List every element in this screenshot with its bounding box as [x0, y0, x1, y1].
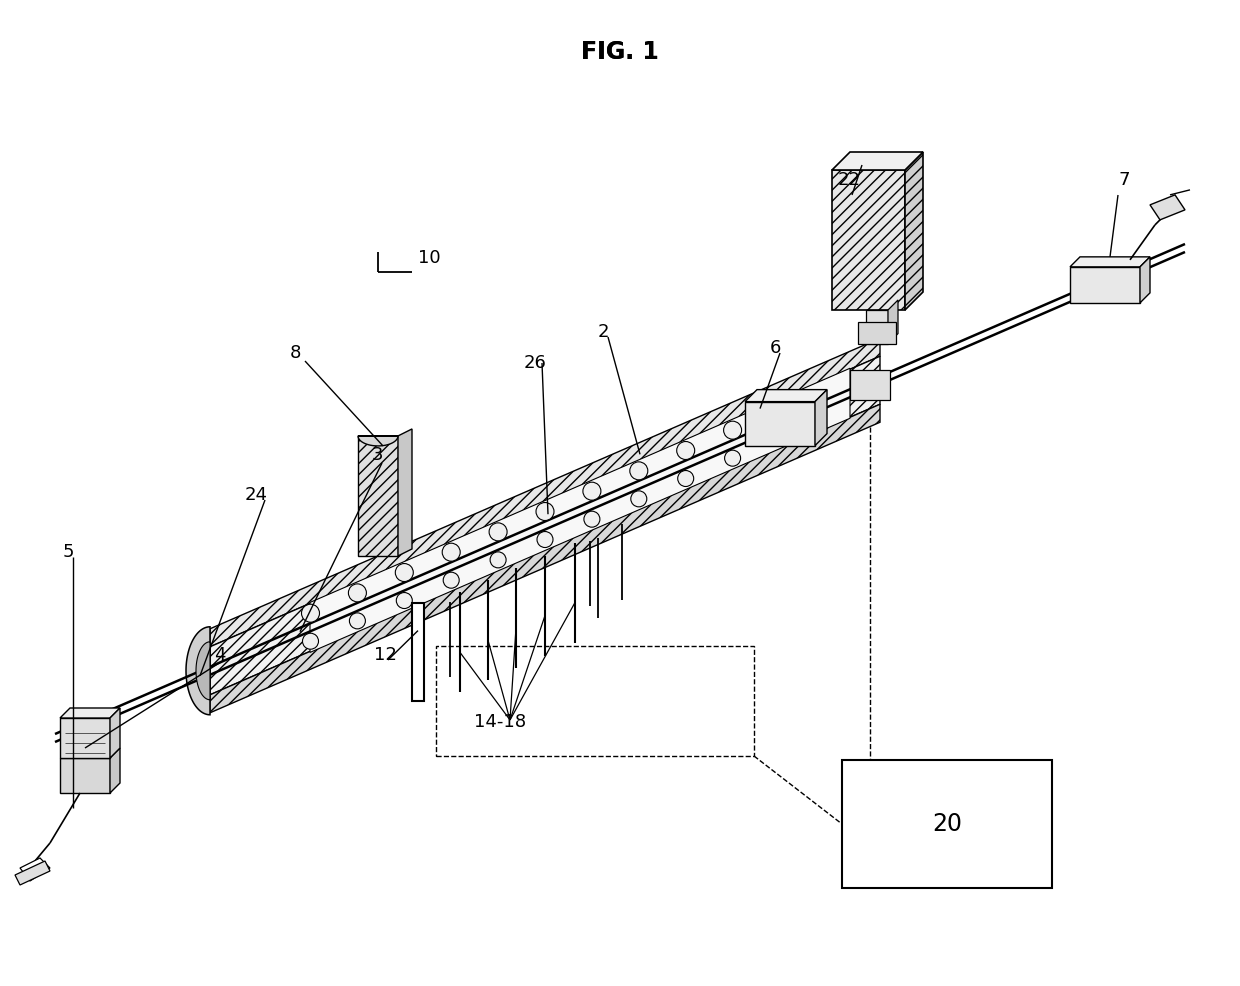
- Text: 3: 3: [372, 446, 383, 464]
- Text: 14-18: 14-18: [474, 713, 526, 731]
- Circle shape: [584, 511, 600, 528]
- Circle shape: [583, 482, 601, 500]
- Circle shape: [396, 564, 413, 582]
- Text: 20: 20: [932, 812, 962, 836]
- Polygon shape: [196, 642, 210, 700]
- Circle shape: [677, 442, 694, 459]
- Circle shape: [397, 593, 412, 608]
- Text: 6: 6: [770, 339, 781, 357]
- Text: FIG. 1: FIG. 1: [582, 40, 658, 64]
- Polygon shape: [832, 170, 905, 310]
- Text: 4: 4: [215, 646, 226, 664]
- Polygon shape: [15, 861, 50, 885]
- Circle shape: [301, 604, 320, 622]
- Circle shape: [630, 461, 647, 480]
- Circle shape: [724, 451, 740, 466]
- Polygon shape: [1070, 257, 1149, 267]
- Polygon shape: [1149, 195, 1185, 220]
- Text: 22: 22: [838, 171, 861, 189]
- Polygon shape: [210, 356, 880, 695]
- Polygon shape: [858, 321, 897, 343]
- Polygon shape: [398, 429, 412, 556]
- Bar: [436, 646, 754, 756]
- Text: 8: 8: [290, 344, 301, 362]
- Circle shape: [443, 543, 460, 561]
- Polygon shape: [60, 758, 110, 793]
- Polygon shape: [866, 310, 888, 343]
- Polygon shape: [210, 404, 880, 713]
- Polygon shape: [60, 718, 110, 758]
- Polygon shape: [815, 389, 827, 446]
- Text: 26: 26: [525, 354, 547, 372]
- Circle shape: [489, 523, 507, 541]
- Text: 2: 2: [598, 323, 610, 341]
- Polygon shape: [110, 748, 120, 793]
- Polygon shape: [20, 858, 50, 881]
- Circle shape: [678, 470, 693, 486]
- Polygon shape: [60, 708, 120, 718]
- Polygon shape: [358, 436, 398, 446]
- Polygon shape: [412, 602, 424, 701]
- Polygon shape: [310, 368, 849, 653]
- Polygon shape: [832, 152, 923, 170]
- Text: 24: 24: [246, 486, 268, 504]
- Circle shape: [348, 584, 366, 601]
- Polygon shape: [110, 708, 120, 758]
- Bar: [842, 760, 1052, 888]
- Polygon shape: [745, 401, 815, 446]
- Polygon shape: [210, 338, 880, 647]
- Text: FIG. 1: FIG. 1: [582, 40, 658, 64]
- Polygon shape: [745, 389, 827, 401]
- Circle shape: [443, 572, 459, 589]
- Text: 10: 10: [418, 249, 440, 267]
- Text: 7: 7: [1118, 171, 1130, 189]
- Circle shape: [724, 421, 742, 439]
- Polygon shape: [888, 300, 898, 343]
- Circle shape: [303, 633, 319, 649]
- Polygon shape: [849, 370, 890, 399]
- Circle shape: [537, 531, 553, 547]
- Polygon shape: [186, 627, 210, 715]
- Text: 12: 12: [374, 646, 397, 664]
- Circle shape: [490, 552, 506, 568]
- Circle shape: [350, 613, 366, 629]
- Circle shape: [631, 491, 647, 507]
- Circle shape: [536, 503, 554, 521]
- Polygon shape: [905, 152, 923, 310]
- Polygon shape: [358, 436, 398, 556]
- Polygon shape: [1140, 257, 1149, 303]
- Text: 5: 5: [63, 543, 74, 561]
- Polygon shape: [1070, 267, 1140, 303]
